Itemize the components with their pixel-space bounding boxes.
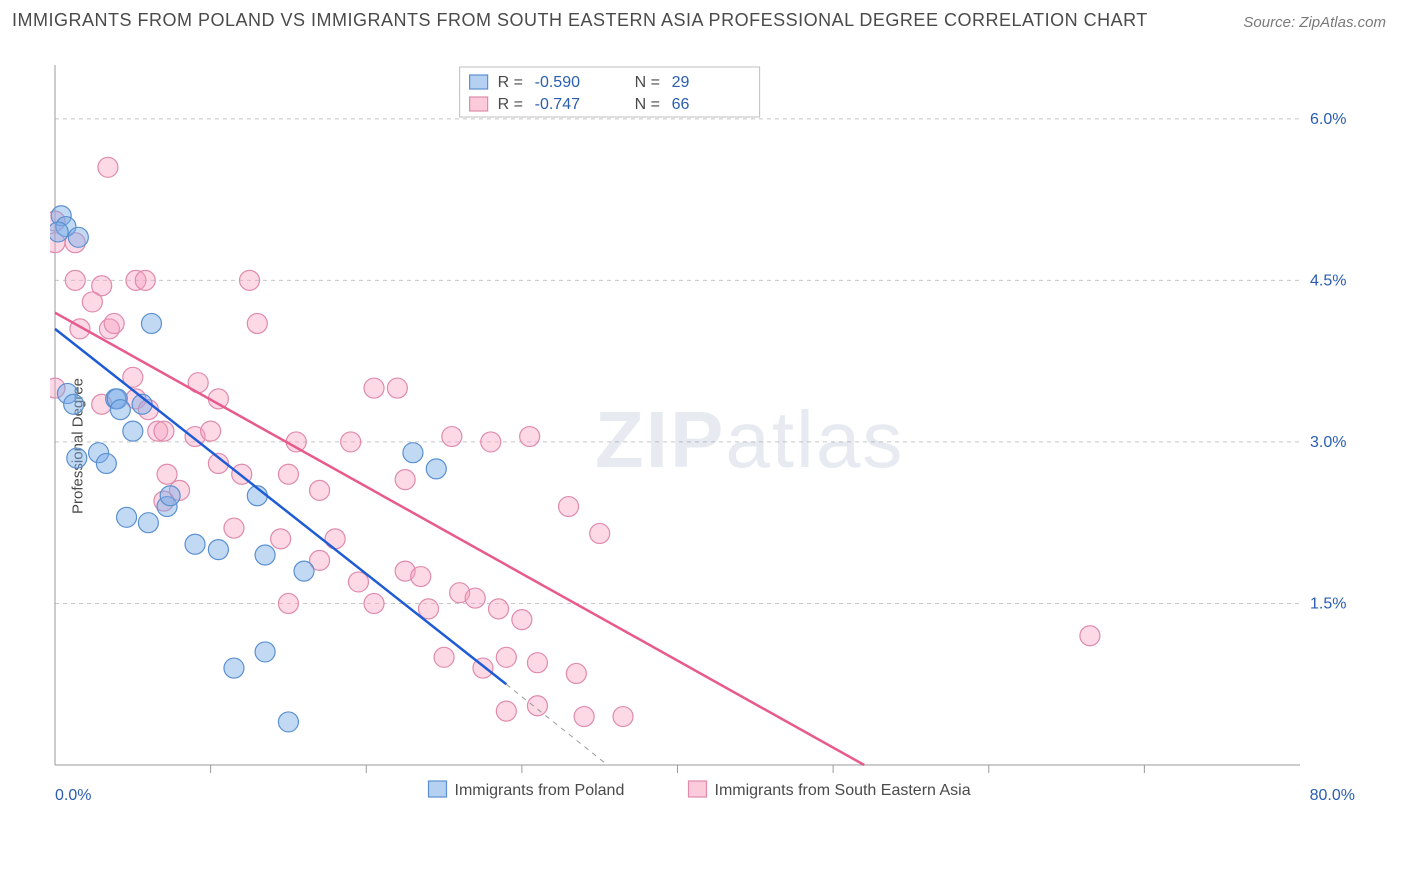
legend-top-swatch-sea — [470, 97, 488, 111]
legend-bottom-swatch-sea — [689, 781, 707, 797]
scatter-point — [247, 313, 267, 333]
scatter-point — [141, 313, 161, 333]
scatter-point — [294, 561, 314, 581]
y-tick-label: 4.5% — [1310, 272, 1346, 289]
scatter-point — [278, 464, 298, 484]
scatter-point — [566, 663, 586, 683]
scatter-point — [160, 486, 180, 506]
legend-bottom-swatch-poland — [429, 781, 447, 797]
legend-top-R-sea: -0.747 — [535, 96, 580, 113]
scatter-point — [512, 610, 532, 630]
scatter-point — [278, 593, 298, 613]
scatter-point — [98, 157, 118, 177]
plot-area: 1.5% 3.0% 4.5% 6.0% 0.0% 80.0% R = -0.590 N = 29 R… — [50, 60, 1370, 820]
scatter-point — [117, 507, 137, 527]
scatter-point — [82, 292, 102, 312]
scatter-point — [255, 545, 275, 565]
scatter-point — [68, 227, 88, 247]
scatter-point — [50, 222, 68, 242]
scatter-point — [348, 572, 368, 592]
scatter-point — [65, 270, 85, 290]
scatter-point — [419, 599, 439, 619]
x-axis-end-label: 80.0% — [1310, 787, 1355, 804]
legend-top-N-sea: 66 — [672, 96, 690, 113]
legend-top-R-poland: -0.590 — [535, 74, 580, 91]
y-tick-label: 6.0% — [1310, 111, 1346, 128]
source-attribution: Source: ZipAtlas.com — [1243, 14, 1386, 31]
scatter-point — [496, 701, 516, 721]
y-tick-label: 1.5% — [1310, 595, 1346, 612]
legend-top-N-label: N = — [635, 74, 660, 91]
scatter-point — [310, 480, 330, 500]
scatter-point — [465, 588, 485, 608]
scatter-point — [489, 599, 509, 619]
chart-container: IMMIGRANTS FROM POLAND VS IMMIGRANTS FRO… — [0, 0, 1406, 892]
trend-line-sea — [55, 313, 864, 765]
scatter-point — [559, 497, 579, 517]
scatter-point — [157, 464, 177, 484]
scatter-point — [426, 459, 446, 479]
scatter-point — [135, 270, 155, 290]
trend-line-poland — [55, 329, 506, 684]
trend-line-poland-extended — [506, 684, 607, 765]
scatter-point — [64, 394, 84, 414]
scatter-point — [341, 432, 361, 452]
scatter-point — [1080, 626, 1100, 646]
scatter-point — [224, 658, 244, 678]
scatter-point — [154, 421, 174, 441]
scatter-point — [208, 540, 228, 560]
scatter-point — [224, 518, 244, 538]
scatter-point — [240, 270, 260, 290]
scatter-point — [255, 642, 275, 662]
source-value: ZipAtlas.com — [1299, 14, 1386, 31]
scatter-point — [613, 707, 633, 727]
scatter-point — [278, 712, 298, 732]
legend-top-swatch-poland — [470, 75, 488, 89]
scatter-point — [520, 427, 540, 447]
scatter-point — [325, 529, 345, 549]
scatter-point — [96, 453, 116, 473]
scatter-point — [364, 378, 384, 398]
legend-bottom-label-sea: Immigrants from South Eastern Asia — [715, 782, 971, 799]
legend-top-R-label2: R = — [498, 96, 523, 113]
scatter-point — [104, 313, 124, 333]
scatter-point — [185, 534, 205, 554]
scatter-point — [271, 529, 291, 549]
scatter-point — [201, 421, 221, 441]
scatter-point — [574, 707, 594, 727]
legend-bottom-label-poland: Immigrants from Poland — [455, 782, 625, 799]
scatter-point — [590, 523, 610, 543]
scatter-point — [527, 696, 547, 716]
legend-top-R-label: R = — [498, 74, 523, 91]
scatter-point — [364, 593, 384, 613]
chart-title: IMMIGRANTS FROM POLAND VS IMMIGRANTS FRO… — [12, 10, 1148, 31]
x-axis-start-label: 0.0% — [55, 787, 91, 804]
legend-top-N-label2: N = — [635, 96, 660, 113]
source-label: Source: — [1243, 14, 1295, 31]
legend-top-N-poland: 29 — [672, 74, 690, 91]
scatter-point — [67, 448, 87, 468]
scatter-point — [110, 400, 130, 420]
scatter-point — [123, 421, 143, 441]
scatter-point — [387, 378, 407, 398]
y-tick-label: 3.0% — [1310, 434, 1346, 451]
scatter-point — [395, 470, 415, 490]
scatter-point — [138, 513, 158, 533]
chart-svg: 1.5% 3.0% 4.5% 6.0% 0.0% 80.0% R = -0.590 N = 29 R… — [50, 60, 1370, 820]
scatter-point — [411, 567, 431, 587]
scatter-point — [496, 647, 516, 667]
scatter-point — [481, 432, 501, 452]
scatter-point — [527, 653, 547, 673]
scatter-point — [442, 427, 462, 447]
scatter-point — [434, 647, 454, 667]
scatter-point — [403, 443, 423, 463]
